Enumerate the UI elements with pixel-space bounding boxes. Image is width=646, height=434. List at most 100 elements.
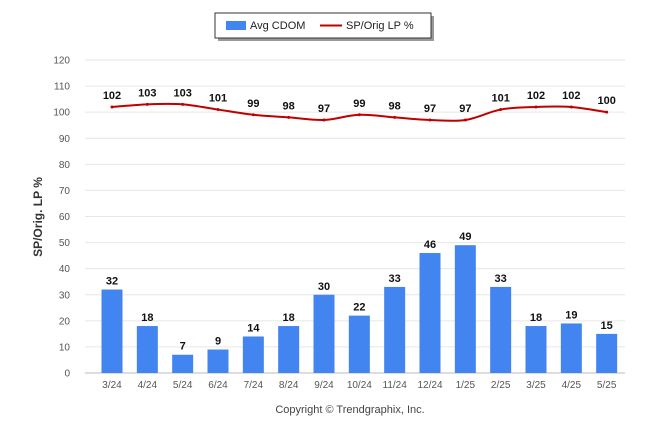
legend: Avg CDOM SP/Orig LP % — [214, 12, 434, 41]
y-tick-label: 80 — [59, 160, 71, 171]
line-value-label: 98 — [389, 100, 401, 112]
bar — [384, 286, 406, 373]
bar-value-label: 15 — [601, 320, 613, 332]
bar — [454, 245, 476, 373]
line-point — [428, 118, 432, 122]
y-axis-title: SP/Orig. LP % — [31, 177, 45, 257]
y-tick-label: 100 — [53, 108, 70, 119]
x-tick-labels: 3/24 4/24 5/24 6/24 7/24 8/24 9/24 10/24 11/24 12… — [102, 380, 617, 391]
x-tick-label: 8/24 — [279, 380, 299, 391]
line-value-label: 101 — [209, 93, 227, 105]
line-value-label: 99 — [247, 98, 259, 110]
y-tick-label: 10 — [59, 342, 71, 353]
x-tick-label: 4/24 — [138, 380, 158, 391]
y-tick-label: 0 — [64, 369, 70, 380]
line-value-label: 97 — [424, 103, 436, 115]
bar — [207, 349, 229, 373]
legend-label-bar: Avg CDOM — [250, 20, 305, 32]
y-tick-label: 110 — [54, 82, 70, 93]
line-point — [357, 113, 361, 117]
line-value-label: 97 — [318, 103, 330, 115]
x-tick-label: 12/24 — [417, 380, 442, 391]
x-tick-label: 4/25 — [562, 380, 582, 391]
y-tick-label: 50 — [59, 238, 71, 249]
bar-value-label: 19 — [565, 309, 577, 321]
line-value-label: 101 — [491, 93, 509, 105]
x-tick-label: 6/24 — [208, 380, 228, 391]
bar-value-label: 18 — [283, 312, 295, 324]
bar — [525, 326, 547, 373]
line-point — [322, 118, 326, 122]
line-point — [605, 110, 609, 114]
x-tick-label: 3/25 — [526, 380, 546, 391]
bar — [313, 294, 335, 373]
bar-value-label: 30 — [318, 281, 330, 293]
copyright-footer: Copyright © Trendgraphix, Inc. — [275, 404, 424, 416]
line-point — [534, 105, 538, 109]
x-tick-label: 9/24 — [314, 380, 334, 391]
bar-value-label: 22 — [353, 302, 365, 314]
x-tick-label: 7/24 — [244, 380, 264, 391]
line-point — [110, 105, 114, 109]
line-point — [287, 115, 291, 119]
bar-value-label: 46 — [424, 239, 436, 251]
x-tick-label: 10/24 — [347, 380, 372, 391]
bar — [242, 336, 264, 373]
bar — [490, 286, 512, 373]
line-point — [181, 102, 185, 106]
bar-data-labels: 32 18 7 9 14 18 30 22 33 46 49 33 18 19 15 — [106, 231, 613, 353]
bar-value-label: 33 — [495, 273, 507, 285]
bar-value-label: 33 — [389, 273, 401, 285]
line-value-label: 103 — [173, 87, 191, 99]
bar-value-label: 18 — [141, 312, 153, 324]
y-tick-labels: 0 10 20 30 40 50 60 70 80 90 100 110 120 — [53, 56, 70, 380]
bar-value-label: 32 — [106, 276, 118, 288]
line-value-label: 102 — [103, 90, 121, 102]
line-data-labels: 102 103 103 101 99 98 97 99 98 97 97 101 102 102 100 — [103, 87, 616, 115]
bar — [419, 253, 441, 373]
line-value-label: 97 — [459, 103, 471, 115]
line-point — [569, 105, 573, 109]
bar — [136, 326, 158, 373]
y-tick-label: 90 — [59, 134, 71, 145]
line-point — [463, 118, 467, 122]
bar — [348, 315, 370, 373]
bar — [101, 289, 123, 373]
line-value-label: 102 — [562, 90, 580, 102]
y-tick-label: 70 — [59, 186, 71, 197]
x-tick-label: 2/25 — [491, 380, 511, 391]
bar — [560, 323, 582, 373]
legend-label-line: SP/Orig LP % — [346, 20, 414, 32]
bar — [172, 354, 194, 373]
y-tick-label: 120 — [53, 56, 70, 67]
x-tick-label: 11/24 — [383, 380, 408, 391]
line-point — [145, 102, 149, 106]
line-series — [110, 102, 609, 122]
line-point — [393, 115, 397, 119]
bar-value-label: 9 — [215, 336, 221, 348]
line-value-label: 100 — [597, 95, 615, 107]
y-tick-label: 40 — [59, 264, 71, 275]
x-tick-label: 3/24 — [102, 380, 122, 391]
bar — [278, 326, 300, 373]
x-tick-label: 1/25 — [456, 380, 476, 391]
bar-value-label: 18 — [530, 312, 542, 324]
line-value-label: 102 — [527, 90, 545, 102]
y-tick-label: 20 — [59, 316, 71, 327]
y-tick-label: 30 — [59, 290, 71, 301]
line-point — [216, 108, 220, 112]
bar-value-label: 7 — [180, 341, 186, 353]
line-value-label: 103 — [138, 87, 156, 99]
y-tick-label: 60 — [59, 212, 71, 223]
x-tick-label: 5/25 — [597, 380, 617, 391]
legend-swatch-bar — [226, 21, 246, 30]
x-tick-label: 5/24 — [173, 380, 193, 391]
bar-value-label: 14 — [247, 322, 260, 334]
bar-value-label: 49 — [459, 231, 471, 243]
bar — [596, 333, 618, 373]
line-point — [251, 113, 255, 117]
line-point — [499, 108, 503, 112]
bars — [101, 245, 618, 373]
